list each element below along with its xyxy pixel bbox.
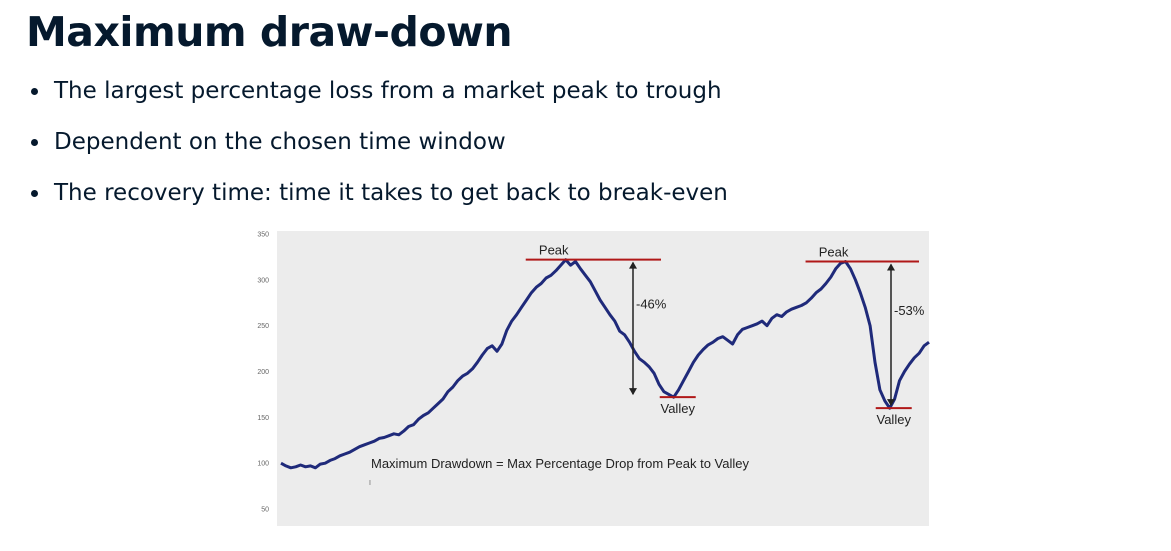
y-tick-label: 250 [257, 323, 269, 330]
arrowhead-down [629, 388, 637, 396]
y-tick-label: 100 [257, 461, 269, 468]
bullet-item: Dependent on the chosen time window [28, 129, 728, 155]
arrowhead-down [887, 399, 895, 407]
peak-label: Peak [539, 243, 569, 258]
arrowhead-up [887, 263, 895, 271]
peak-label: Peak [819, 245, 849, 260]
bullet-text: The recovery time: time it takes to get … [54, 180, 728, 206]
bullet-text: Dependent on the chosen time window [54, 129, 506, 155]
annotations: Peak Valley -46% Peak Valley -53% Maximum Draw… [369, 243, 925, 487]
drawdown-chart: 350 300 250 200 150 100 50 Peak Valley -46% Peak V… [257, 231, 930, 526]
text-cursor: I [369, 480, 371, 487]
bullet-dot-icon [31, 139, 38, 146]
valley-label: Valley [661, 401, 696, 416]
bullet-list: The largest percentage loss from a marke… [28, 78, 728, 231]
y-tick-label: 350 [257, 232, 269, 239]
bullet-dot-icon [31, 190, 38, 197]
y-tick-label: 300 [257, 277, 269, 284]
plot-background [277, 231, 929, 526]
bullet-item: The recovery time: time it takes to get … [28, 180, 728, 206]
valley-label: Valley [877, 412, 912, 427]
drawdown-formula: Maximum Drawdown = Max Percentage Drop f… [371, 456, 749, 471]
y-tick-label: 50 [261, 507, 269, 514]
drawdown-percent-label: -46% [636, 296, 667, 311]
y-axis: 350 300 250 200 150 100 50 [257, 232, 269, 514]
drawdown-percent-label: -53% [894, 303, 925, 318]
series-line [280, 258, 930, 470]
bullet-text: The largest percentage loss from a marke… [54, 78, 722, 104]
arrowhead-up [629, 261, 637, 269]
y-tick-label: 200 [257, 369, 269, 376]
y-tick-label: 150 [257, 415, 269, 422]
slide-title: Maximum draw-down [26, 8, 513, 56]
bullet-item: The largest percentage loss from a marke… [28, 78, 728, 104]
bullet-dot-icon [31, 88, 38, 95]
